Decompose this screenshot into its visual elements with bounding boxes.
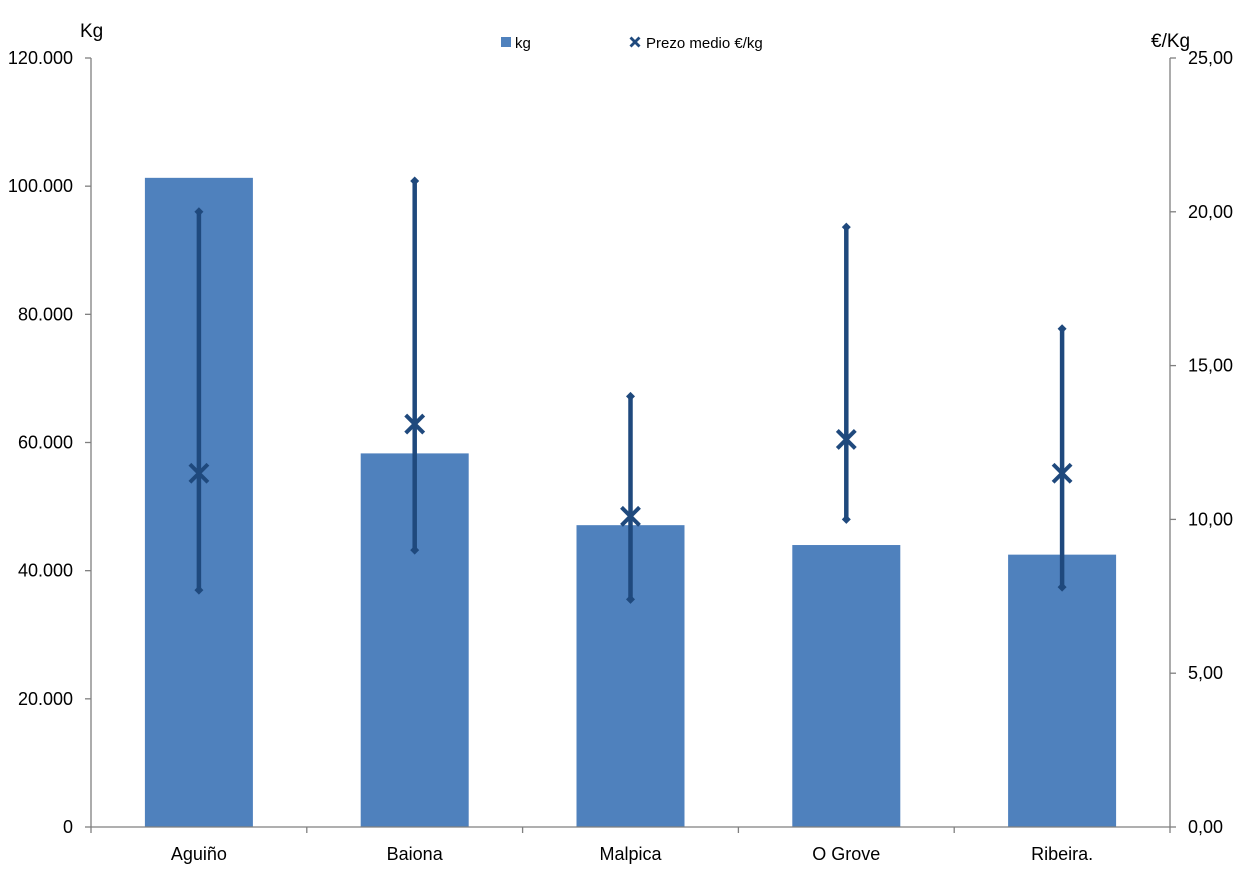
right-tick-label: 15,00	[1188, 356, 1233, 376]
bar-kg	[792, 545, 901, 827]
price-max-marker	[626, 391, 635, 401]
price-max-marker	[410, 176, 420, 186]
price-mean-cross-b	[1051, 462, 1073, 484]
price-mean-cross-b	[620, 505, 641, 527]
left-axis-title: Kg	[80, 21, 103, 42]
left-tick-label: 0	[63, 817, 73, 837]
left-tick-label: 40.000	[18, 561, 73, 581]
right-tick-label: 0,00	[1188, 817, 1223, 837]
price-mean-cross-b	[835, 429, 857, 450]
right-tick-label: 25,00	[1188, 48, 1233, 68]
category-label: Ribeira.	[1031, 844, 1093, 864]
legend-cross-b	[629, 36, 641, 48]
price-mean-marker	[835, 429, 857, 450]
price-max-marker	[1057, 324, 1067, 334]
bar-kg	[1008, 554, 1117, 827]
price-mean-cross-b	[188, 462, 210, 484]
price-max-marker	[841, 222, 851, 232]
price-mean-marker	[404, 413, 426, 435]
left-tick-label: 20.000	[18, 689, 73, 709]
price-range-layer	[188, 176, 1073, 604]
left-tick-label: 80.000	[18, 304, 73, 324]
price-min-marker	[194, 585, 204, 595]
legend-label-kg: kg	[515, 35, 531, 52]
right-tick-label: 20,00	[1188, 202, 1233, 222]
price-mean-cross-b	[404, 413, 426, 435]
left-tick-label: 100.000	[8, 176, 73, 196]
price-mean-marker	[1051, 462, 1073, 484]
category-label: Baiona	[387, 844, 444, 864]
left-tick-label: 60.000	[18, 433, 73, 453]
category-label: Aguiño	[171, 844, 227, 864]
ticks-layer: 0 20.000 40.000 60.000 80.000 100.000 120.000 0…	[8, 48, 1233, 864]
legend-swatch-kg	[501, 37, 511, 47]
right-axis-title: €/Kg	[1151, 31, 1190, 52]
price-mean-marker	[620, 505, 641, 527]
right-tick-label: 10,00	[1188, 509, 1233, 529]
legend: kg Prezo medio €/kg	[501, 35, 763, 52]
price-min-marker	[410, 545, 420, 555]
legend-swatch-price	[629, 36, 641, 48]
legend-label-price: Prezo medio €/kg	[646, 35, 763, 52]
price-min-marker	[626, 594, 635, 604]
category-label: O Grove	[812, 844, 880, 864]
price-mean-marker	[188, 462, 210, 484]
category-label: Malpica	[599, 844, 662, 864]
left-tick-label: 120.000	[8, 48, 73, 68]
right-tick-label: 5,00	[1188, 663, 1223, 683]
bars-layer	[144, 177, 1117, 828]
price-min-marker	[841, 514, 851, 524]
price-min-marker	[1057, 582, 1067, 592]
price-max-marker	[194, 207, 204, 217]
